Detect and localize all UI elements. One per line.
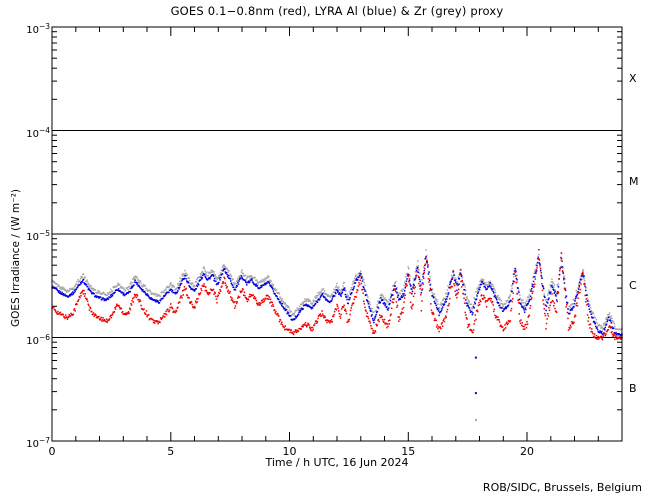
outlier-point <box>474 392 477 395</box>
y-tick-label-10e-3: 10−3 <box>26 22 50 36</box>
x-tick-label-5: 5 <box>167 445 175 458</box>
outlier-point <box>474 356 477 359</box>
flare-class-label-x: X <box>629 71 637 85</box>
y-tick-label-10e-6: 10−6 <box>26 332 50 347</box>
x-axis-label: Time / h UTC, 16 Jun 2024 <box>265 456 409 469</box>
outlier-point <box>474 418 477 421</box>
flare-class-label-c: C <box>629 278 637 292</box>
series-lyra-al-proxy <box>51 256 623 337</box>
flare-class-label-b: B <box>629 382 637 396</box>
series-goes-0-1-0-8nm <box>51 249 623 341</box>
credit-footer: ROB/SIDC, Brussels, Belgium <box>482 481 642 494</box>
flare-class-label-m: M <box>629 175 639 189</box>
plot-frame <box>51 26 623 442</box>
x-tick-label-15: 15 <box>401 445 416 458</box>
y-tick-label-10e-5: 10−5 <box>26 229 50 243</box>
x-tick-label-20: 20 <box>520 445 534 458</box>
x-tick-label-10: 10 <box>282 445 297 458</box>
y-tick-label-10e-4: 10−4 <box>26 125 50 140</box>
x-tick-label-0: 0 <box>48 445 56 458</box>
series-lyra-zr-proxy <box>51 249 623 331</box>
y-tick-label-10e-7: 10−7 <box>26 436 50 450</box>
plot-title: GOES 0.1−0.8nm (red), LYRA Al (blue) & Z… <box>170 4 504 18</box>
